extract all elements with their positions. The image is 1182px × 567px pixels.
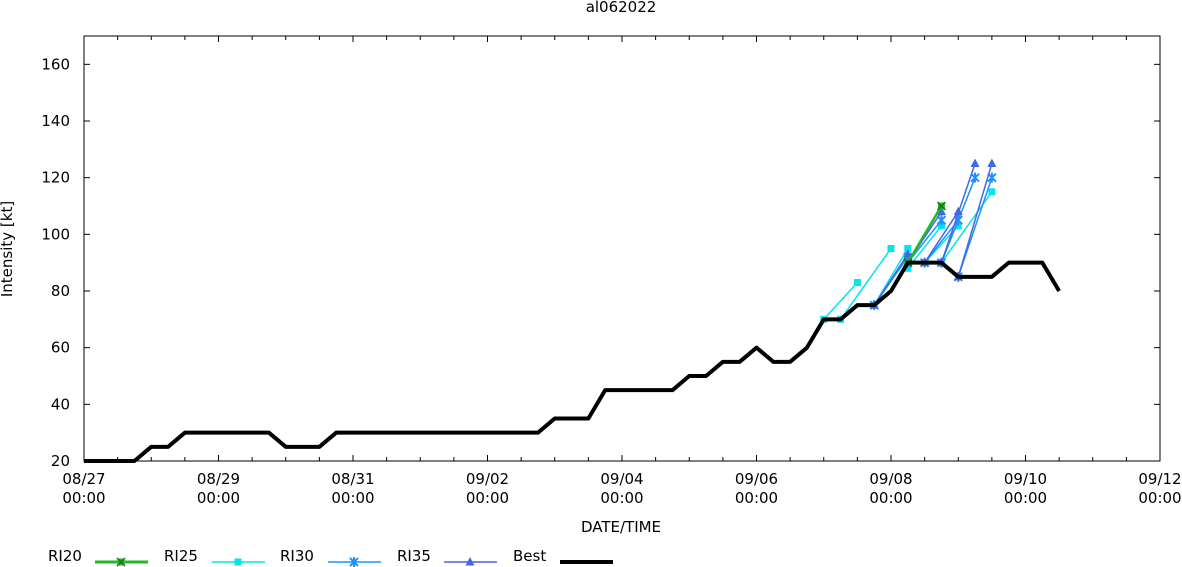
legend-label-ri25: RI25: [164, 547, 198, 565]
forecast-line: [924, 219, 959, 264]
legend-marker-ri20: [116, 557, 126, 567]
best-track-line: [84, 260, 1061, 463]
y-tick-label: 60: [51, 339, 70, 357]
x-tick-time: 00:00: [735, 489, 778, 507]
x-tick-date: 08/31: [331, 470, 374, 488]
x-tick-time: 00:00: [62, 489, 105, 507]
data-point: [954, 222, 962, 230]
legend-label-ri20: RI20: [48, 547, 82, 565]
y-axis: 20 40 60 80 100 120 140 160: [41, 55, 1160, 470]
data-point: [936, 206, 946, 216]
legend-marker-ri35: [465, 557, 475, 566]
forecast-line: [940, 177, 976, 263]
x-tick-time: 00:00: [1138, 489, 1181, 507]
x-tick-date: 09/10: [1004, 470, 1047, 488]
forecast-line: [923, 211, 959, 264]
x-tick-date: 08/29: [197, 470, 240, 488]
x-tick-time: 00:00: [197, 489, 240, 507]
data-point: [903, 249, 913, 258]
x-tick-date: 09/02: [466, 470, 509, 488]
data-point: [970, 172, 980, 183]
data-point: [904, 264, 912, 272]
x-tick-time: 00:00: [466, 489, 509, 507]
y-tick-label: 100: [41, 225, 70, 243]
plot-frame: [83, 35, 1161, 462]
x-tick-date: 08/27: [62, 470, 105, 488]
y-tick-label: 80: [51, 282, 70, 300]
series-layer: [84, 158, 1061, 463]
x-axis: 08/2700:0008/2900:0008/3100:0009/0200:00…: [62, 36, 1182, 507]
data-point: [936, 201, 946, 211]
y-tick-label: 140: [41, 112, 70, 130]
x-tick-time: 00:00: [869, 489, 912, 507]
y-axis-label: Intensity [kt]: [0, 201, 16, 297]
y-tick-label: 20: [51, 452, 70, 470]
data-point: [987, 158, 997, 167]
x-tick-time: 00:00: [331, 489, 374, 507]
legend: RI20 RI25 RI30 RI35 Best: [48, 547, 613, 567]
data-point: [937, 222, 945, 230]
forecast-line: [873, 253, 909, 306]
forecast-line: [839, 248, 892, 320]
y-tick-label: 120: [41, 169, 70, 187]
legend-marker-ri25: [234, 558, 242, 566]
x-tick-time: 00:00: [600, 489, 643, 507]
legend-label-ri30: RI30: [280, 547, 314, 565]
y-tick-label: 160: [41, 55, 70, 73]
data-point: [988, 188, 996, 196]
legend-marker-ri30: [349, 557, 359, 567]
forecast-line: [957, 163, 993, 278]
legend-label-best: Best: [513, 547, 546, 565]
data-point: [970, 158, 980, 167]
legend-label-ri35: RI35: [397, 547, 431, 565]
chart-title: al062022: [586, 0, 657, 16]
data-point: [936, 215, 947, 226]
x-axis-label: DATE/TIME: [581, 518, 661, 536]
data-point: [904, 245, 912, 252]
forecast-line: [906, 205, 943, 264]
series-ri20: [903, 201, 946, 268]
forecast-line: [823, 281, 858, 320]
x-tick-date: 09/04: [600, 470, 643, 488]
data-point: [887, 245, 895, 252]
series-ri30: [869, 172, 997, 311]
forecast-line: [940, 163, 976, 263]
data-point: [853, 279, 861, 286]
x-tick-time: 00:00: [1004, 489, 1047, 507]
x-tick-date: 09/12: [1138, 470, 1181, 488]
x-tick-date: 09/08: [869, 470, 912, 488]
x-tick-date: 09/06: [735, 470, 778, 488]
y-tick-label: 40: [51, 395, 70, 413]
